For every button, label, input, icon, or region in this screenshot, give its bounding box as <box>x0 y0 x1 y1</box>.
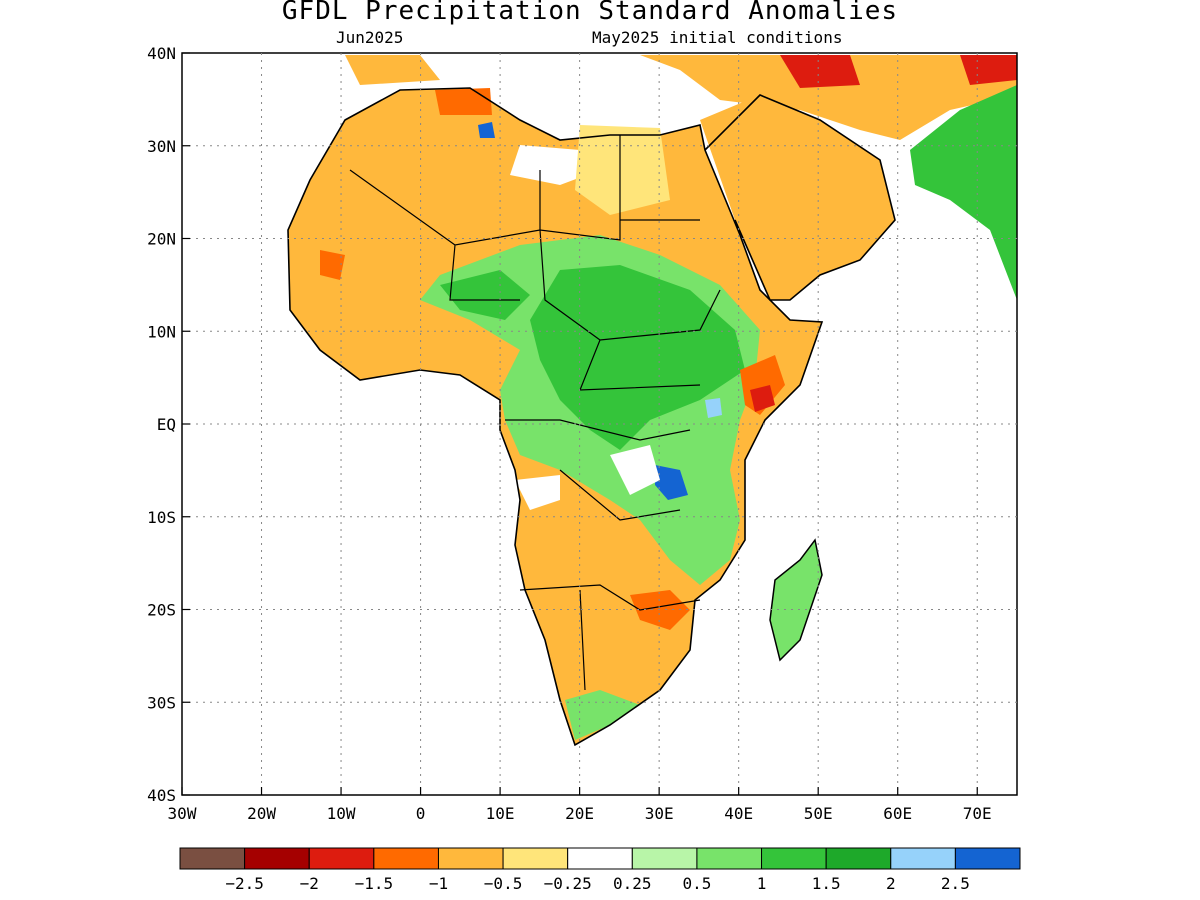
latitude-labels: 40N 30N 20N 10N EQ 10S 20S 30S 40S <box>147 44 176 805</box>
lat-label: 40N <box>147 44 176 63</box>
lat-label: 10N <box>147 322 176 341</box>
forecast-month: Jun2025 <box>336 28 404 47</box>
wet-blue-north <box>478 122 495 138</box>
dry-north-africa <box>435 88 492 115</box>
colorbar-label: 1.5 <box>812 874 841 893</box>
map-title: GFDL Precipitation Standard Anomalies <box>281 0 899 26</box>
colorbar-swatch <box>954 847 1021 870</box>
lat-label: 20S <box>147 601 176 620</box>
turkey-iran <box>640 55 1017 140</box>
lon-label: 50E <box>804 804 833 823</box>
colorbar-swatch <box>631 847 698 870</box>
lat-label: 30N <box>147 137 176 156</box>
arabia-coastline <box>704 94 896 301</box>
mediterranean-north <box>345 55 440 85</box>
arabia-landmass <box>700 95 895 300</box>
lon-label: 20W <box>247 804 276 823</box>
colorbar-swatch <box>825 847 892 870</box>
colorbar-swatch <box>244 847 310 870</box>
colorbar-swatch <box>567 847 633 870</box>
madagascar <box>769 538 823 662</box>
dry-kenya <box>740 355 785 415</box>
dry-west-africa <box>320 250 345 280</box>
wet-blue-lake <box>655 465 688 500</box>
colorbar-label: −2.5 <box>225 874 264 893</box>
wet-core-west <box>440 270 530 320</box>
lat-label: 10S <box>147 508 176 527</box>
normal-sahara-2 <box>575 125 670 215</box>
south-africa-green <box>565 690 640 740</box>
lon-label: 20E <box>565 804 594 823</box>
colorbar-label: 0.5 <box>682 874 711 893</box>
colorbar-swatch <box>502 847 569 870</box>
colorbar-swatch <box>437 847 504 870</box>
lat-label: EQ <box>157 415 176 434</box>
colorbar-label: −1 <box>429 874 448 893</box>
lon-label: 70E <box>963 804 992 823</box>
colorbar-label: −2 <box>300 874 319 893</box>
colorbar-swatch <box>308 847 375 870</box>
colorbar-label: 2.5 <box>941 874 970 893</box>
gridlines <box>181 52 1017 796</box>
colorbar-label: 0.25 <box>613 874 652 893</box>
lon-label: 30E <box>645 804 674 823</box>
lon-label: 0 <box>416 804 426 823</box>
africa-coastline <box>287 87 824 747</box>
colorbar-labels: −2.5 −2 −1.5 −1 −0.5 −0.25 0.25 0.5 1 1.5 2 2.5 <box>225 874 969 893</box>
lat-label: 30S <box>147 693 176 712</box>
colorbar-swatch <box>761 847 827 870</box>
wet-core <box>530 265 745 450</box>
lat-label: 40S <box>147 786 176 805</box>
dry-caucasus <box>780 55 860 88</box>
lon-label: 10W <box>327 804 356 823</box>
colorbar-swatch <box>696 847 763 870</box>
initial-conditions: May2025 initial conditions <box>592 28 843 47</box>
colorbar-swatch <box>890 847 956 870</box>
lon-label: 60E <box>883 804 912 823</box>
wet-lightblue <box>705 398 722 418</box>
colorbar-swatch <box>373 847 439 870</box>
south-asia <box>910 85 1017 300</box>
colorbar-label: −0.25 <box>544 874 592 893</box>
colorbar-label: −0.5 <box>484 874 523 893</box>
dry-central-asia <box>960 55 1017 85</box>
colorbar-label: 1 <box>757 874 767 893</box>
lon-label: 40E <box>724 804 753 823</box>
lon-label: 10E <box>486 804 515 823</box>
lon-label: 30W <box>168 804 197 823</box>
lat-label: 20N <box>147 230 176 249</box>
colorbar <box>179 847 1021 870</box>
longitude-labels: 30W 20W 10W 0 10E 20E 30E 40E 50E 60E 70E <box>168 804 992 823</box>
colorbar-label: −1.5 <box>355 874 394 893</box>
dry-somalia-core <box>750 385 775 412</box>
normal-central <box>610 445 660 495</box>
colorbar-label: 2 <box>886 874 896 893</box>
normal-southwest <box>515 475 560 510</box>
colorbar-swatch <box>179 847 246 870</box>
